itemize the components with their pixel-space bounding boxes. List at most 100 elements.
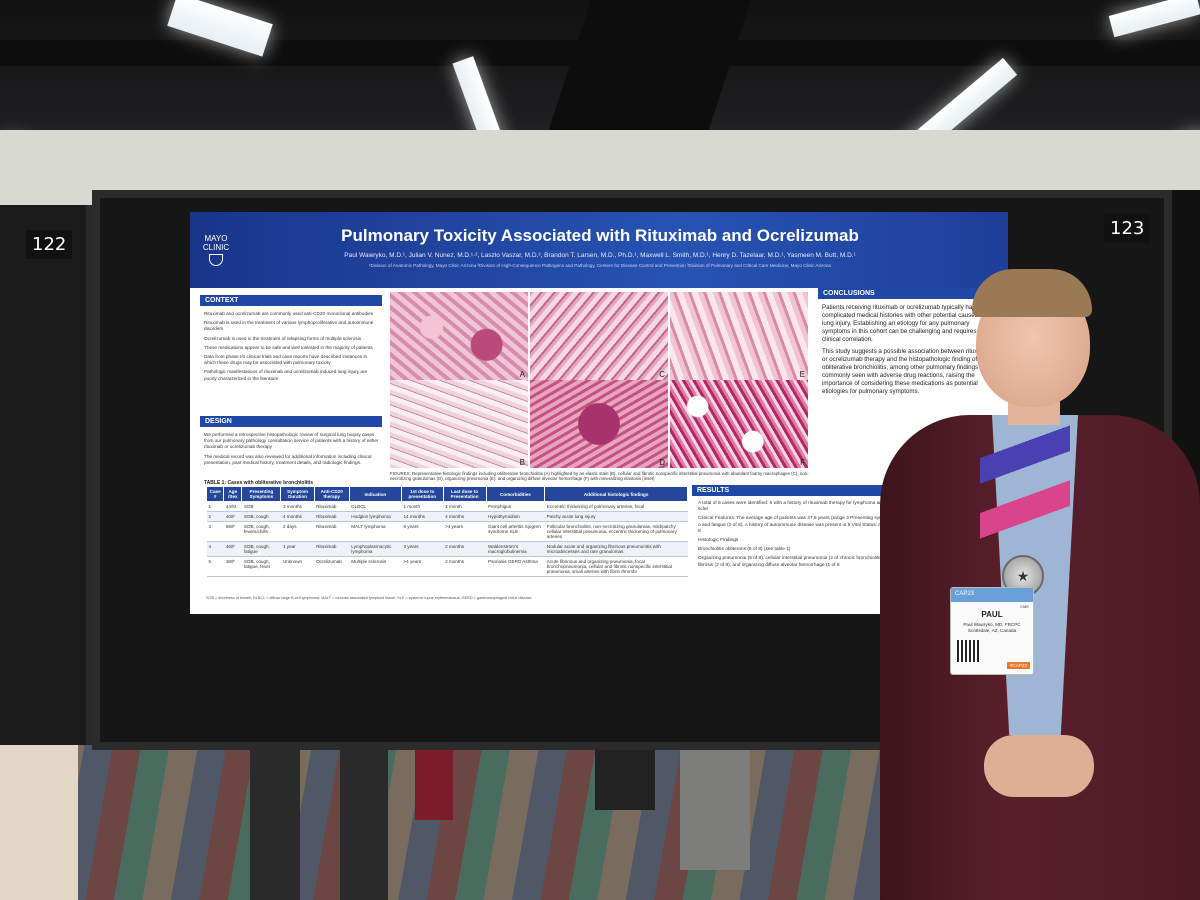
table-cell: 44/M [223, 501, 242, 512]
table-cell: SOB, cough, fevers/chills [241, 521, 281, 542]
table-cell: 58/F [223, 521, 242, 542]
qr-code-icon [957, 640, 979, 662]
attendee-leg [250, 740, 300, 900]
table-header-row: Case # Age /Sex Presenting Symptoms Symp… [205, 486, 688, 502]
table-cell: 4 [206, 541, 224, 557]
table-cell: 2 months [443, 556, 487, 577]
attendee-leg [595, 740, 655, 810]
conclusions-heading: CONCLUSIONS [818, 288, 998, 299]
design-text: We performed a retrospective histopathol… [204, 432, 380, 469]
table-cell: DLBCL [349, 501, 402, 512]
context-heading: CONTEXT [200, 295, 382, 306]
table-cell: >4 years [401, 556, 444, 577]
result-item: A total of 8 cases were identified: 6 wi… [698, 501, 993, 513]
design-item: The medical record was also reviewed for… [204, 453, 372, 465]
context-item: Rituximab is used in the treatment of va… [204, 320, 374, 332]
results-heading: RESULTS [692, 485, 998, 496]
attendee-leg [680, 740, 750, 870]
design-item: We performed a retrospective histopathol… [204, 432, 379, 450]
name-badge: CAP23 CME PAUL Paul Wawryko, MD, FRCPC S… [950, 587, 1034, 675]
result-item: Clinical Features: The average age of pa… [698, 516, 997, 534]
table-cell: Lymphoplasmacytic lymphoma [349, 541, 402, 557]
figure-label: D [659, 458, 665, 467]
cases-table: Case # Age /Sex Presenting Symptoms Symp… [205, 486, 688, 577]
table-cell: 1 [206, 501, 224, 512]
table-cell: 5 [206, 556, 224, 577]
presenter-hair [972, 269, 1092, 317]
table-cell: Psoriasis GERD Asthma [486, 556, 545, 577]
results-list: A total of 8 cases were identified: 6 wi… [698, 501, 998, 572]
table-row: 3 58/F SOB, cough, fevers/chills 2 days Ritu… [206, 521, 688, 542]
table-row: 1 44/M SOB 3 months Rituximab DLBCL 1 month 1 m… [206, 501, 688, 512]
col-header: Case # [205, 486, 225, 502]
col-header: Last dose to Presentation [442, 486, 487, 502]
table-cell: SOB, cough [241, 511, 281, 522]
histology-figure-b: B [390, 380, 528, 468]
conclusion-item: Patients receiving rituximab or ocrelizu… [822, 304, 997, 343]
result-item: Histologic Findings [698, 538, 739, 544]
table-cell: Giant cell arteritis Sjogren syndrome SL… [486, 521, 545, 542]
booth-number-123: 123 [1104, 214, 1151, 243]
figure-label: C [659, 370, 665, 379]
col-header: 1st dose to presentation [400, 486, 444, 502]
figure-label: E [799, 370, 805, 379]
table-cell: Hodgkin lymphoma [349, 511, 402, 522]
figure-caption: FIGURES: Representative histologic findi… [390, 471, 809, 482]
table-cell: Rituximab [314, 501, 350, 512]
table-cell: 2 [206, 511, 224, 522]
figure-label: A [519, 370, 525, 379]
presenter: ★ CAP23 CME PAUL Paul Wawryko, MD, FRCPC… [880, 265, 1200, 900]
table-cell: Pemphigus [486, 501, 545, 512]
result-item: Bronchiolitis obliterans (5 of 8) (see t… [698, 547, 791, 553]
table-footnote: SOB = shortness of breath; DLBCL = diffu… [206, 596, 532, 600]
col-header: Symptom Duration [280, 486, 315, 502]
context-list: Rituximab and ocrelizumab are commonly u… [204, 311, 380, 385]
poster-header: MAYO CLINIC Pulmonary Toxicity Associate… [190, 212, 1008, 288]
table-cell: 6 years [401, 521, 444, 542]
design-heading: DESIGN [200, 416, 382, 427]
context-item: Pathologic manifestations of rituximab a… [204, 369, 368, 381]
table-cell: 4 months [280, 511, 315, 522]
histology-figure-c: C [530, 292, 668, 380]
col-header: Indication [348, 486, 402, 502]
table-cell: Hypothyroidism [486, 511, 545, 522]
poster-affiliations: ¹Division of Anatomic Pathology, Mayo Cl… [369, 263, 831, 268]
table-cell: SOB, cough, fatigue, fever [241, 556, 281, 577]
col-header: Comorbidities [485, 486, 546, 502]
table-cell: 14 months [401, 511, 444, 522]
result-item: Organizing pneumonia (5 of 8), cellular … [698, 556, 984, 568]
col-header: Additional histologic findings [544, 486, 688, 502]
col-header: Age /Sex [223, 486, 243, 502]
table-cell: 2 months [443, 541, 487, 557]
table-cell: Rituximab [314, 541, 350, 557]
table-cell: 3 years [401, 541, 444, 557]
poster-title: Pulmonary Toxicity Associated with Ritux… [341, 226, 859, 245]
table-cell: Unknown [280, 556, 315, 577]
research-poster: MAYO CLINIC Pulmonary Toxicity Associate… [190, 212, 1008, 614]
table-row: 5 38/F SOB, cough, fatigue, fever Unknown Oc… [206, 556, 688, 577]
table-cell: 3 months [280, 501, 315, 512]
booth-number-122: 122 [26, 230, 73, 259]
poster-board-122 [0, 205, 92, 745]
table-cell: Eccentric thickening of pulmonary arteri… [544, 501, 688, 512]
badge-name: PAUL [981, 610, 1003, 619]
badge-cme: CME [1020, 604, 1029, 609]
poster-authors: Paul Wawryko, M.D.¹, Julian V. Nunez, M.… [344, 252, 856, 259]
mayo-clinic-logo: MAYO CLINIC [198, 234, 234, 266]
table-cell: 38/F [223, 556, 242, 577]
figure-label: B [519, 458, 525, 467]
presenter-hands [984, 735, 1094, 797]
badge-event: CAP23 [951, 588, 1033, 602]
table-cell: Multiple sclerosis [349, 556, 402, 577]
table-cell: 40/F [223, 511, 242, 522]
table-cell: 46/F [223, 541, 242, 557]
attendee-leg [340, 740, 388, 900]
figure-label: F [800, 458, 805, 467]
shield-icon [209, 254, 223, 266]
table-cell: 1 year [280, 541, 315, 557]
table-cell: 4 months [443, 511, 487, 522]
attendee-leg [0, 740, 78, 900]
table-cell: Nodular acute and organizing fibrinous p… [544, 541, 688, 557]
table-cell: Follicular bronchiolitis, non-necrotizin… [544, 521, 688, 542]
table-cell: Ocrelizumab [314, 556, 350, 577]
